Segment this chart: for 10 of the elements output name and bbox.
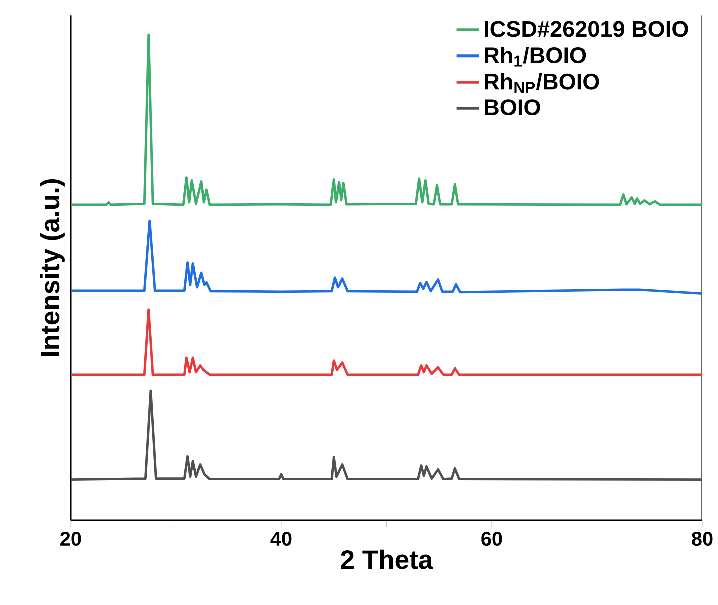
legend-label: BOIO xyxy=(485,100,540,116)
legend-label: Rh$_{NP}$/BOIO xyxy=(485,73,600,94)
x-tick-label: 20 xyxy=(60,532,82,546)
x-tick-label: 80 xyxy=(692,532,713,546)
x-tick-label: 60 xyxy=(482,532,502,546)
x-tick-label: 40 xyxy=(270,532,292,546)
y-axis-title: Intensity (a.u.) xyxy=(40,180,65,357)
x-axis-title: 2 Theta xyxy=(341,550,434,570)
legend-label: Rh$_{1}$/BOIO xyxy=(485,47,586,67)
legend-label: ICSD#262019 BOIO xyxy=(485,21,688,38)
